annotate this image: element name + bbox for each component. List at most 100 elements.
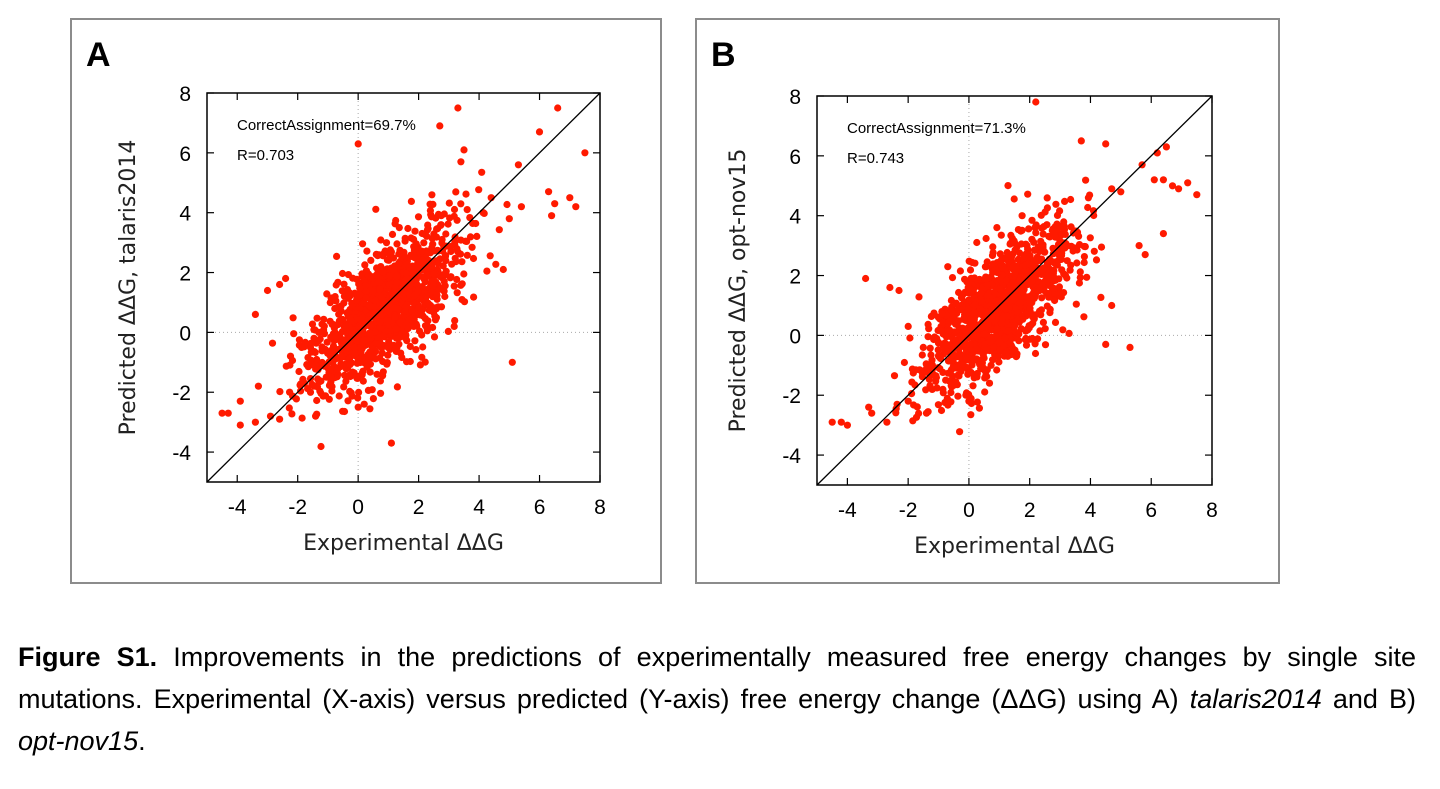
scatter-point xyxy=(350,343,358,352)
scatter-point xyxy=(377,389,385,397)
scatter-point xyxy=(315,337,323,345)
scatter-point xyxy=(379,372,387,380)
scatter-point xyxy=(1084,203,1092,212)
scatter-point xyxy=(984,320,992,328)
x-tick-label: 8 xyxy=(1206,499,1218,522)
scatter-point xyxy=(395,224,403,232)
scatter-point xyxy=(334,278,342,286)
scatter-point xyxy=(403,358,411,366)
y-tick-label: 8 xyxy=(789,86,801,109)
scatter-point xyxy=(1080,258,1088,267)
scatter-point xyxy=(1082,176,1090,184)
scatter-point xyxy=(1003,248,1011,257)
scatter-point xyxy=(429,276,438,284)
caption-text-3: . xyxy=(138,726,146,756)
scatter-point xyxy=(1083,273,1091,281)
scatter-point xyxy=(505,215,513,223)
scatter-point xyxy=(554,104,562,112)
scatter-point xyxy=(296,381,304,389)
scatter-point xyxy=(384,351,392,359)
scatter-point xyxy=(396,318,404,326)
scatter-point xyxy=(982,234,990,243)
scatter-point xyxy=(407,197,415,205)
scatter-point xyxy=(290,330,298,338)
scatter-point xyxy=(437,303,446,311)
scatter-point xyxy=(996,285,1004,293)
y-tick-label: 6 xyxy=(179,143,191,166)
scatter-point xyxy=(966,285,974,293)
scatter-point xyxy=(363,363,371,371)
scatter-point xyxy=(401,333,409,341)
scatter-point xyxy=(908,390,916,398)
scatter-point xyxy=(318,358,326,367)
scatter-point xyxy=(983,281,991,289)
scatter-point xyxy=(412,346,420,354)
scatter-point xyxy=(335,392,343,400)
x-tick-label: 4 xyxy=(473,496,485,519)
scatter-point xyxy=(346,292,354,300)
plot-frame xyxy=(206,92,601,483)
scatter-point xyxy=(941,339,949,347)
scatter-point xyxy=(1004,182,1012,190)
scatter-point xyxy=(1150,176,1158,184)
data-points xyxy=(828,98,1201,436)
scatter-point xyxy=(419,256,427,264)
scatter-point xyxy=(403,275,411,283)
scatter-point xyxy=(276,415,284,423)
scatter-point xyxy=(890,372,899,380)
scatter-point xyxy=(924,333,932,341)
scatter-point xyxy=(373,264,381,272)
scatter-point xyxy=(367,256,375,264)
scatter-point xyxy=(1061,239,1069,247)
scatter-point xyxy=(1090,247,1098,255)
scatter-point xyxy=(1031,224,1039,232)
scatter-point xyxy=(361,261,369,269)
y-tick-label: 2 xyxy=(789,266,801,289)
scatter-point xyxy=(1019,315,1027,323)
scatter-point xyxy=(486,252,494,260)
scatter-point xyxy=(421,358,429,366)
scatter-point xyxy=(470,293,478,301)
scatter-point xyxy=(391,304,399,312)
scatter-point xyxy=(1061,197,1069,205)
scatter-point xyxy=(939,385,947,393)
scatter-chart-b: B -4 -2 0 2 4 6 8 -4 -2 0 2 4 6 8 Experimental ΔΔG Predi… xyxy=(711,36,1218,559)
caption-method-b: opt-nov15 xyxy=(18,726,139,756)
scatter-point xyxy=(440,277,448,285)
scatter-point xyxy=(411,279,420,288)
scatter-point xyxy=(313,355,321,364)
scatter-point xyxy=(983,258,991,266)
x-tick-label: 0 xyxy=(352,496,364,519)
scatter-point xyxy=(997,231,1005,239)
caption-text-2: and B) xyxy=(1321,684,1416,714)
scatter-point xyxy=(323,290,331,298)
scatter-point xyxy=(251,310,259,318)
scatter-point xyxy=(915,409,923,417)
scatter-point xyxy=(318,347,326,355)
scatter-point xyxy=(952,300,960,308)
scatter-point xyxy=(503,200,511,209)
scatter-point xyxy=(900,358,908,367)
scatter-point xyxy=(954,392,962,400)
scatter-point xyxy=(446,274,454,282)
x-tick-label: 8 xyxy=(594,496,606,519)
scatter-point xyxy=(395,259,403,267)
scatter-point xyxy=(986,338,994,346)
scatter-point xyxy=(1050,284,1058,292)
y-tick-label: 4 xyxy=(789,206,801,229)
scatter-point xyxy=(978,297,986,305)
scatter-point xyxy=(1039,265,1047,273)
scatter-point xyxy=(460,270,468,278)
scatter-point xyxy=(1076,268,1084,276)
scatter-point xyxy=(985,379,994,387)
scatter-point xyxy=(1168,182,1177,190)
scatter-point xyxy=(421,315,429,323)
scatter-point xyxy=(967,274,975,282)
scatter-point xyxy=(410,291,418,299)
scatter-point xyxy=(414,213,423,221)
y-tick-label: -4 xyxy=(172,442,191,465)
scatter-point xyxy=(1009,262,1018,270)
identity-line xyxy=(816,95,1213,486)
scatter-point xyxy=(967,411,975,419)
scatter-point xyxy=(1051,233,1059,241)
